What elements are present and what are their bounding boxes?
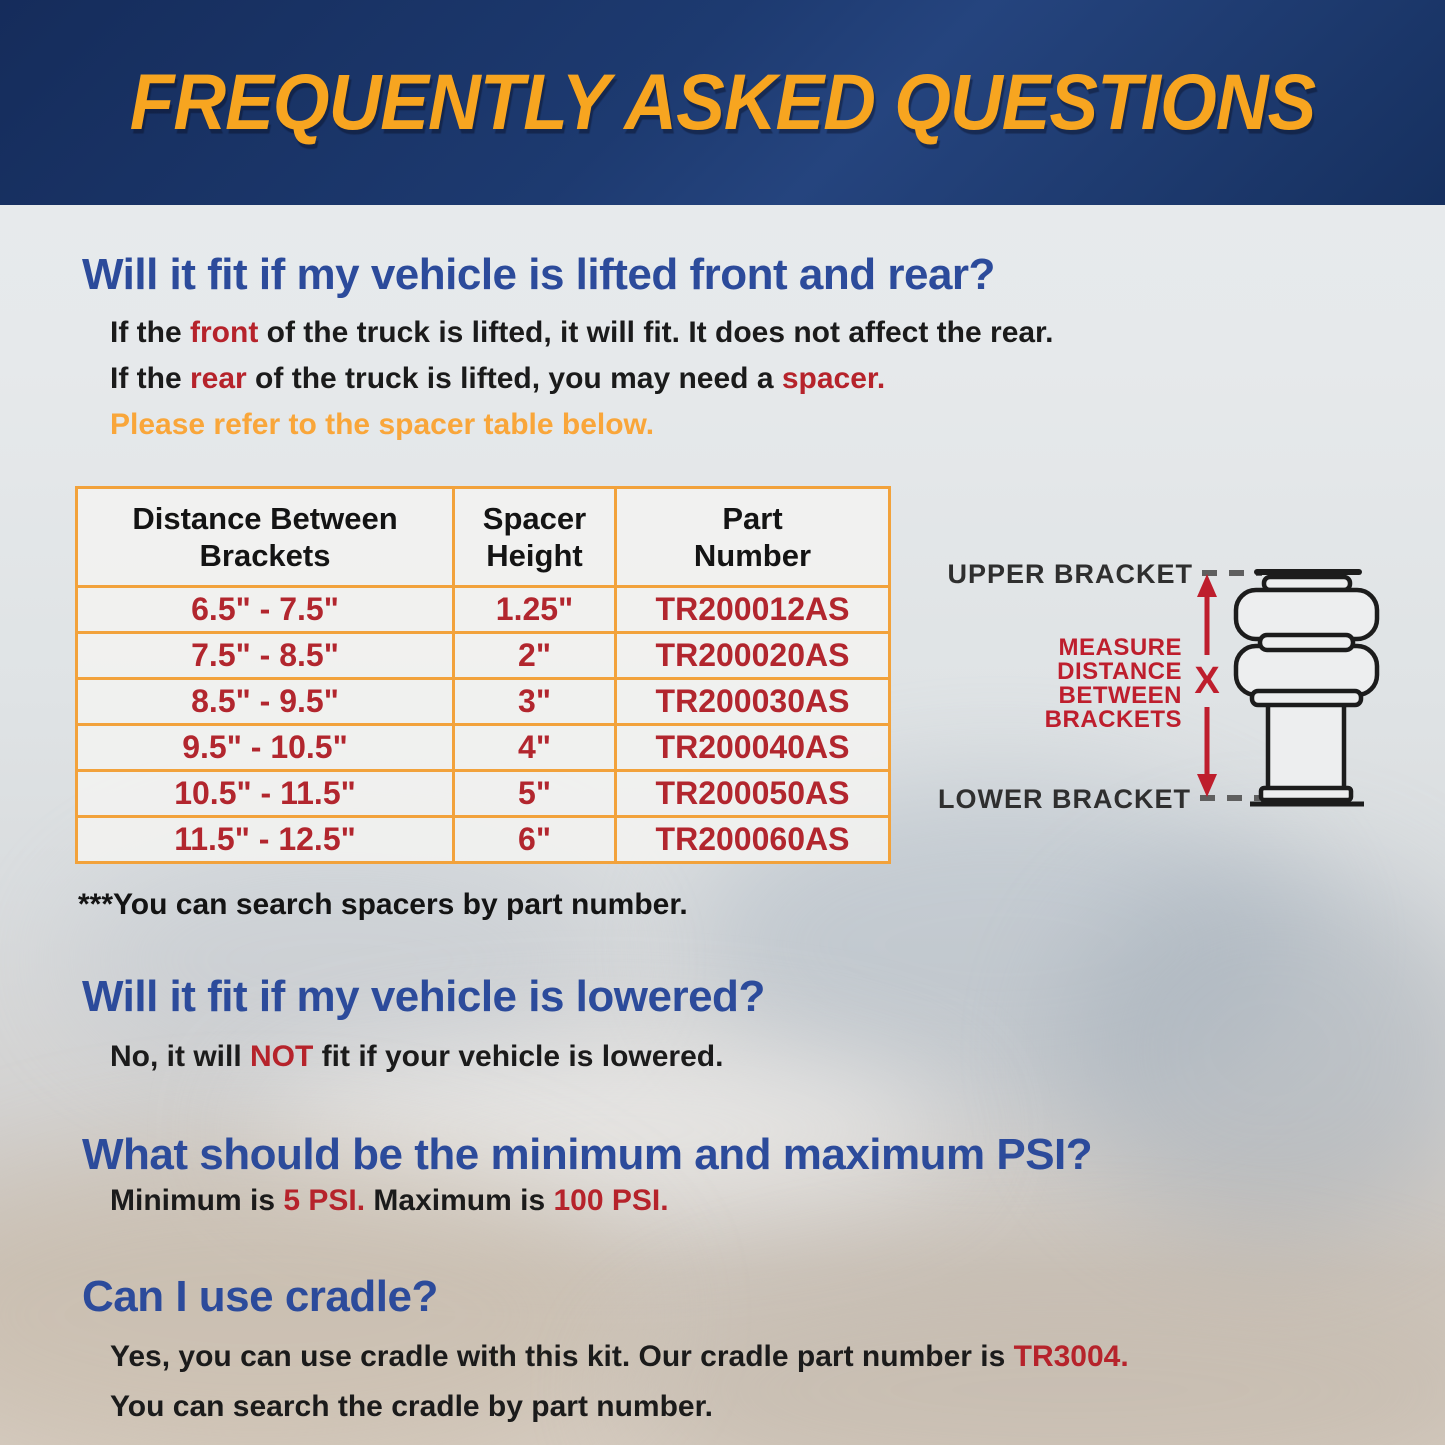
cell-distance: 9.5" - 10.5" [75,723,455,772]
text-segment-red: 100 PSI. [553,1184,669,1217]
text-segment: Minimum is [110,1184,284,1217]
text-segment: of the truck is lifted, it will fit. It … [258,316,1054,349]
faq2-answer-line1: No, it will NOT fit if your vehicle is l… [110,1034,723,1080]
background-blur-shape [1060,860,1445,1240]
cell-spacer-height: 2" [452,631,617,680]
table-row: 10.5" - 11.5" 5" TR200050AS [75,769,891,818]
x-distance-label: X [1194,660,1220,702]
header-line: Brackets [199,538,331,573]
measure-caption-line: BRACKETS [1045,706,1182,733]
faq3-answer-line1: Minimum is 5 PSI. Maximum is 100 PSI. [110,1178,669,1224]
table-row: 7.5" - 8.5" 2" TR200020AS [75,631,891,680]
faq2-question: Will it fit if my vehicle is lowered? [82,972,765,1021]
header-line: Part [722,501,783,536]
faq1-answer: If the front of the truck is lifted, it … [110,310,1053,448]
cell-distance: 11.5" - 12.5" [75,815,455,864]
cell-spacer-height: 5" [452,769,617,818]
upper-bracket-label: UPPER BRACKET [947,559,1193,589]
cell-distance: 7.5" - 8.5" [75,631,455,680]
faq1-answer-line2: If the rear of the truck is lifted, you … [110,356,1053,402]
cell-spacer-height: 4" [452,723,617,772]
cell-part-number: TR200040AS [614,723,891,772]
text-segment: of the truck is lifted, you may need a [246,362,782,395]
cell-part-number: TR200020AS [614,631,891,680]
text-segment: No, it will [110,1040,250,1073]
table-note: ***You can search spacers by part number… [78,888,688,921]
cell-spacer-height: 6" [452,815,617,864]
faq4-answer: Yes, you can use cradle with this kit. O… [110,1332,1129,1432]
faq3-question: What should be the minimum and maximum P… [82,1130,1093,1179]
header-line: Distance Between [132,501,398,536]
cell-spacer-height: 3" [452,677,617,726]
faq1-question: Will it fit if my vehicle is lifted fron… [82,250,995,299]
faq2-answer: No, it will NOT fit if your vehicle is l… [110,1034,723,1080]
faq3-answer: Minimum is 5 PSI. Maximum is 100 PSI. [110,1178,669,1224]
header-banner: FREQUENTLY ASKED QUESTIONS [0,0,1445,205]
lower-bracket-label: LOWER BRACKET [938,784,1191,814]
table-row: 6.5" - 7.5" 1.25" TR200012AS [75,585,891,634]
text-segment-red: 5 PSI. [283,1184,366,1217]
air-spring-illustration [1233,569,1380,807]
faq1-answer-line3: Please refer to the spacer table below. [110,408,655,441]
table-row: 11.5" - 12.5" 6" TR200060AS [75,815,891,864]
text-segment: If the [110,316,190,349]
cell-distance: 10.5" - 11.5" [75,769,455,818]
text-segment-red: NOT [250,1040,314,1073]
faq4-answer-line1: Yes, you can use cradle with this kit. O… [110,1332,1129,1382]
cell-part-number: TR200012AS [614,585,891,634]
faq4-question: Can I use cradle? [82,1272,438,1321]
measure-distance-caption: MEASURE DISTANCE BETWEEN BRACKETS [1045,634,1182,733]
table-row: 9.5" - 10.5" 4" TR200040AS [75,723,891,772]
table-header-row: Distance Between Brackets Spacer Height Pa… [75,486,891,588]
table-row: 8.5" - 9.5" 3" TR200030AS [75,677,891,726]
measure-arrow-icon [1197,574,1217,797]
cell-distance: 8.5" - 9.5" [75,677,455,726]
measure-caption-line: MEASURE [1058,634,1182,661]
column-header-part-number: Part Number [614,486,891,588]
column-header-distance: Distance Between Brackets [75,486,455,588]
measure-caption-line: DISTANCE [1057,658,1182,685]
text-segment-red: spacer. [781,362,886,395]
column-header-spacer-height: Spacer Height [452,486,617,588]
cell-part-number: TR200050AS [614,769,891,818]
text-segment-red: front [190,316,259,349]
text-segment: Maximum is [365,1184,554,1217]
faq1-answer-line1: If the front of the truck is lifted, it … [110,310,1053,356]
header-line: Height [486,538,583,573]
text-segment: fit if your vehicle is lowered. [313,1040,724,1073]
text-segment-red: TR3004. [1013,1340,1129,1373]
faq4-answer-line2: You can search the cradle by part number… [110,1390,713,1423]
bracket-measure-diagram: UPPER BRACKET LOWER BRACKET X MEASURE DI… [938,559,1380,814]
cell-part-number: TR200060AS [614,815,891,864]
cell-spacer-height: 1.25" [452,585,617,634]
cell-part-number: TR200030AS [614,677,891,726]
measure-caption-line: BETWEEN [1059,682,1183,709]
text-segment: If the [110,362,190,395]
text-segment-red: rear [190,362,247,395]
text-segment: Yes, you can use cradle with this kit. O… [110,1340,1014,1373]
spacer-table: Distance Between Brackets Spacer Height Pa… [75,486,891,864]
background-blur-shape [60,830,620,1090]
page-title: FREQUENTLY ASKED QUESTIONS [129,58,1316,147]
header-line: Number [693,538,812,573]
cell-distance: 6.5" - 7.5" [75,585,455,634]
header-line: Spacer [482,501,587,536]
